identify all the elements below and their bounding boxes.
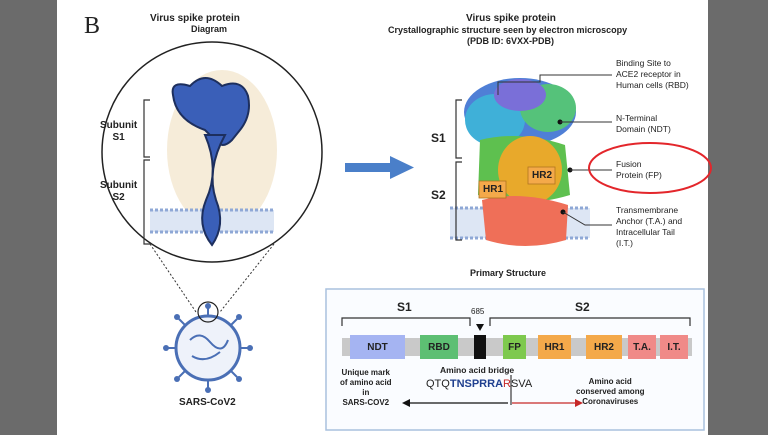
conserved-label: Amino acid conserved among Coronaviruses <box>576 377 645 406</box>
s2-label: S2 <box>431 188 446 202</box>
arrow-left-head-icon <box>402 399 410 407</box>
segment-it: I.T. <box>660 335 688 359</box>
right-subtitle-2: (PDB ID: 6VXX-PDB) <box>467 36 555 46</box>
callout-ndt: N-Terminal Domain (NDT) <box>616 113 671 134</box>
primary-structure-label: Primary Structure <box>470 268 547 278</box>
primary-s1-label: S1 <box>397 300 412 314</box>
subunit-s1-label: Subunit S1 <box>100 120 138 143</box>
zoom-line-right <box>219 243 275 313</box>
callout-ta: Transmembrane Anchor (T.A.) and Intracel… <box>616 205 683 248</box>
callout-lines <box>497 74 612 226</box>
sequence-part-a: QTQ <box>426 378 450 390</box>
arrow-right-head-icon <box>575 399 583 407</box>
sequence-part-d: SVA <box>510 378 533 390</box>
cleavage-position: 685 <box>471 307 485 316</box>
panel-letter: B <box>84 13 101 39</box>
sequence-part-c: R <box>503 378 511 390</box>
primary-structure-box <box>325 288 705 431</box>
hr1-box <box>478 180 507 199</box>
sequence-part-b: TNSPRRA <box>449 378 504 390</box>
virus-label: SARS-CoV2 <box>179 397 236 408</box>
cleavage-triangle-icon <box>476 324 484 331</box>
callout-fp: Fusion Protein (FP) <box>616 159 662 180</box>
bracket-s1-right <box>455 99 462 159</box>
primary-s2-label: S2 <box>575 300 590 314</box>
arrow-right-icon <box>345 156 414 179</box>
bracket-s1-left <box>143 99 150 158</box>
bracket-primary-s2 <box>489 317 691 326</box>
segment-hr1: HR1 <box>538 335 571 359</box>
bracket-primary-s1 <box>341 317 471 326</box>
subunit-s2-label: Subunit S2 <box>100 180 138 203</box>
spike-crystal-structure <box>450 78 590 246</box>
bridge-title: Amino acid bridge <box>440 365 515 375</box>
right-subtitle-1: Crystallographic structure seen by elect… <box>388 25 628 35</box>
zoom-line-left <box>149 243 197 313</box>
segment-ta: T.A. <box>628 335 656 359</box>
hr2-label: HR2 <box>532 170 553 181</box>
bracket-s2-left <box>143 159 150 245</box>
bracket-s2-right <box>455 161 462 241</box>
sequence: QTQTNSPRRARSVA <box>426 378 532 390</box>
hr2-box <box>527 166 556 185</box>
hr1-label: HR1 <box>483 184 504 195</box>
left-subtitle: Diagram <box>191 24 228 34</box>
cleavage-block <box>474 335 486 359</box>
segment-rbd: RBD <box>420 335 458 359</box>
segment-ndt: NDT <box>350 335 405 359</box>
callout-rbd: Binding Site to ACE2 receptor in Human c… <box>616 58 689 90</box>
segment-hr2: HR2 <box>586 335 622 359</box>
left-title: Virus spike protein <box>150 13 240 24</box>
fusion-protein-highlight <box>588 142 712 194</box>
spike-diagram-icon <box>171 77 250 247</box>
s1-label: S1 <box>431 131 446 145</box>
unique-mark-label: Unique mark of amino acid in SARS-COV2 <box>340 368 392 407</box>
virus-icon <box>163 301 253 393</box>
segment-fp: FP <box>503 335 526 359</box>
right-title: Virus spike protein <box>466 13 556 24</box>
